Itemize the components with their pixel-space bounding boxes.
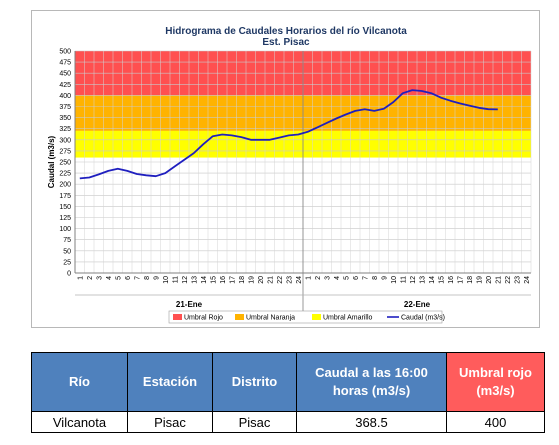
x-tick-label: 24 [524, 276, 531, 284]
x-tick-label: 8 [372, 276, 379, 280]
legend-label: Umbral Naranja [246, 315, 295, 322]
y-tick-label: 325 [59, 126, 71, 133]
x-tick-label: 5 [115, 276, 122, 280]
x-tick-label: 10 [163, 276, 170, 284]
x-tick-label: 22 [277, 276, 284, 284]
y-tick-label: 0 [67, 271, 71, 278]
x-tick-label: 6 [125, 276, 132, 280]
summary-table: Río Estación Distrito Caudal a las 16:00… [31, 352, 545, 433]
y-tick-label: 250 [59, 160, 71, 167]
header-rio: Río [31, 352, 128, 412]
x-tick-label: 18 [467, 276, 474, 284]
header-distrito: Distrito [212, 352, 297, 412]
series-line-caudal [79, 89, 498, 180]
chart-frame: Hidrograma de Caudales Horarios del río … [31, 10, 540, 328]
y-tick-label: 500 [59, 49, 71, 56]
y-tick-label: 175 [59, 193, 71, 200]
x-tick-label: 15 [438, 276, 445, 284]
y-tick-label: 475 [59, 60, 71, 67]
y-tick-label: 100 [59, 226, 71, 233]
x-tick-label: 14 [201, 276, 208, 284]
header-caudal: Caudal a las 16:00 horas (m3/s) [296, 352, 447, 412]
y-tick-label: 425 [59, 82, 71, 89]
legend-swatch [235, 314, 244, 320]
day-label-1: 21-Ene [176, 300, 203, 309]
x-tick-label: 23 [514, 276, 521, 284]
x-tick-label: 9 [153, 276, 160, 280]
x-tick-label: 6 [353, 276, 360, 280]
x-tick-label: 7 [362, 276, 369, 280]
legend-swatch [312, 314, 321, 320]
x-tick-label: 23 [286, 276, 293, 284]
x-tick-label: 17 [457, 276, 464, 284]
y-tick-label: 400 [59, 93, 71, 100]
x-tick-label: 22 [505, 276, 512, 284]
x-tick-label: 2 [315, 276, 322, 280]
chart-subtitle: Est. Pisac [262, 37, 310, 48]
y-tick-label: 25 [63, 259, 71, 266]
y-tick-label: 275 [59, 148, 71, 155]
x-tick-label: 20 [486, 276, 493, 284]
x-tick-label: 1 [305, 276, 312, 280]
x-tick-label: 19 [476, 276, 483, 284]
x-tick-label: 9 [381, 276, 388, 280]
x-tick-label: 10 [391, 276, 398, 284]
x-tick-label: 20 [258, 276, 265, 284]
chart-title: Hidrograma de Caudales Horarios del río … [165, 26, 407, 37]
y-tick-label: 150 [59, 204, 71, 211]
legend-swatch [173, 314, 182, 320]
hydrograph-chart: Hidrograma de Caudales Horarios del río … [47, 26, 532, 324]
header-estacion: Estación [127, 352, 213, 412]
x-tick-label: 2 [87, 276, 94, 280]
y-tick-label: 225 [59, 171, 71, 178]
legend-label: Caudal (m3/s) [401, 315, 445, 322]
legend-label: Umbral Rojo [184, 315, 223, 322]
x-tick-label: 12 [410, 276, 417, 284]
cell-rio: Vilcanota [31, 411, 128, 433]
cell-umbral-rojo: 400 [446, 411, 545, 433]
x-tick-label: 11 [172, 276, 179, 283]
legend-label: Umbral Amarillo [323, 315, 373, 322]
y-tick-label: 375 [59, 104, 71, 111]
y-tick-label: 350 [59, 115, 71, 122]
x-tick-label: 7 [134, 276, 141, 280]
x-tick-label: 16 [448, 276, 455, 284]
x-tick-label: 14 [429, 276, 436, 284]
cell-distrito: Pisac [212, 411, 297, 433]
cell-estacion: Pisac [127, 411, 213, 433]
x-tick-label: 1 [77, 276, 84, 280]
x-tick-label: 13 [419, 276, 426, 284]
y-tick-label: 200 [59, 182, 71, 189]
x-tick-label: 3 [96, 276, 103, 280]
header-umbral-rojo: Umbral rojo (m3/s) [446, 352, 545, 412]
x-tick-label: 4 [334, 276, 341, 280]
y-tick-label: 50 [63, 248, 71, 255]
y-axis-label: Caudal (m3/s) [47, 135, 56, 188]
x-tick-label: 19 [248, 276, 255, 284]
x-tick-label: 12 [182, 276, 189, 284]
x-tick-label: 17 [229, 276, 236, 284]
x-tick-label: 8 [144, 276, 151, 280]
y-tick-label: 450 [59, 71, 71, 78]
x-tick-label: 3 [324, 276, 331, 280]
x-tick-label: 21 [267, 276, 274, 284]
table-row: Vilcanota Pisac Pisac 368.5 400 [31, 411, 545, 433]
y-tick-label: 300 [59, 137, 71, 144]
x-tick-label: 21 [495, 276, 502, 284]
x-tick-label: 24 [296, 276, 303, 284]
cell-caudal: 368.5 [296, 411, 447, 433]
x-tick-label: 16 [220, 276, 227, 284]
y-tick-label: 125 [59, 215, 71, 222]
x-tick-label: 11 [400, 276, 407, 283]
day-label-2: 22-Ene [404, 300, 431, 309]
y-tick-label: 75 [63, 237, 71, 244]
x-tick-label: 18 [239, 276, 246, 284]
x-tick-label: 5 [343, 276, 350, 280]
table-header-row: Río Estación Distrito Caudal a las 16:00… [31, 352, 545, 412]
x-tick-label: 15 [210, 276, 217, 284]
x-tick-label: 13 [191, 276, 198, 284]
x-tick-label: 4 [106, 276, 113, 280]
